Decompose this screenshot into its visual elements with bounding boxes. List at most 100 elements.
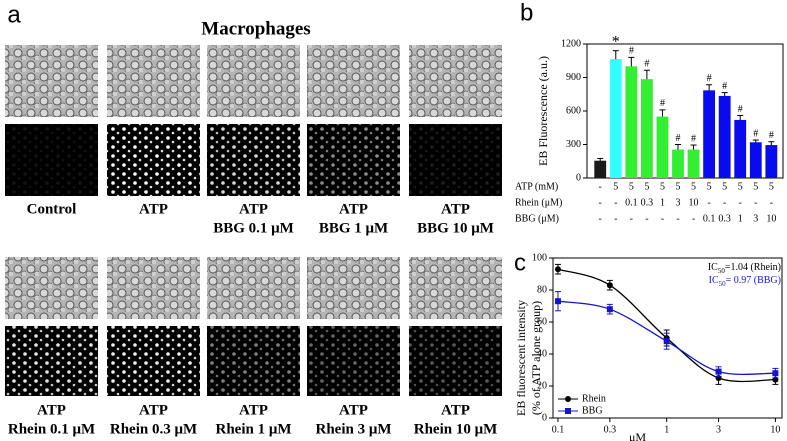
image-caption: BBG 1 μM [319,220,388,236]
bar [749,142,762,178]
fluorescence-image [207,124,300,196]
bar [609,59,622,179]
annotation-sub: 50 [718,267,726,275]
table-cell: - [614,213,617,224]
image-caption: Rhein 0.3 μM [110,421,197,437]
image-caption: ATP [139,201,168,217]
image-caption: Rhein 10 μM [414,421,498,437]
y-axis-label: (% of ATP alone group) [529,301,543,415]
table-cell: - [645,213,648,224]
marker [606,282,613,289]
table-cell: - [614,197,617,208]
x-tick-label: 0.1 [552,424,565,435]
table-cell: 5 [769,181,774,192]
bar [734,119,747,178]
bar [594,160,607,178]
table-cell: 5 [613,181,618,192]
table-cell: 5 [676,181,681,192]
fluorescence-image [5,326,98,396]
y-tick-label: 0 [542,412,547,423]
annotation-sub: 50 [719,280,727,288]
table-cell: 5 [660,181,665,192]
table-cell: 5 [753,181,758,192]
image-caption: ATP [441,402,470,418]
brightfield-image [207,257,300,319]
fluorescence-image [5,124,98,196]
axis-frame [552,257,783,419]
bar [625,66,638,178]
brightfield-image [207,45,300,117]
y-tick-label: 60 [537,316,547,327]
marker [554,266,561,273]
legend-label: Rhein [582,393,606,404]
significance-mark: # [753,128,758,139]
y-tick-label: 300 [566,139,581,150]
table-cell: - [770,197,773,208]
image-caption: BBG 10 μM [417,220,494,236]
brightfield-image [307,257,400,319]
table-row-name: ATP (mM) [515,181,558,192]
table-row-name: BBG (μM) [515,213,559,224]
marker [554,298,561,305]
significance-mark: # [644,59,649,70]
brightfield-image [409,45,502,117]
annotation-text: IC [709,275,719,286]
image-caption: Rhein 3 μM [315,421,391,437]
significance-mark: # [676,133,681,144]
x-tick-label: 10 [770,424,780,435]
annotation-text: IC [708,262,718,273]
fluorescence-image [409,326,502,396]
image-caption: Rhein 0.1 μM [8,421,95,437]
significance-mark: * [612,33,620,50]
table-cell: 3 [753,213,758,224]
y-axis-label: EB fluorescent intensity [514,300,528,416]
legend-marker [565,408,571,414]
brightfield-image [5,45,98,117]
bar [640,79,653,178]
table-cell: 0.3 [718,213,731,224]
table-cell: 5 [691,181,696,192]
marker [606,306,613,313]
y-axis-label: EB Fluorescence (a.u.) [536,56,550,166]
y-tick-label: 20 [537,380,547,391]
table-cell: - [599,213,602,224]
panel-label: a [7,1,21,28]
image-caption: ATP [339,402,368,418]
table-cell: - [630,213,633,224]
bar [672,149,684,178]
bar [765,145,778,178]
image-caption: ATP [37,402,66,418]
table-cell: 10 [689,197,699,208]
brightfield-image [107,45,200,117]
y-tick-label: 600 [566,105,581,116]
bar [703,90,716,178]
brightfield-image [409,257,502,319]
y-tick-label: 40 [537,348,547,359]
table-cell: 5 [629,181,634,192]
table-cell: 5 [738,181,743,192]
table-cell: 5 [707,181,712,192]
panel-label: c [514,249,526,276]
significance-mark: # [629,46,634,57]
bar [718,95,731,178]
fluorescence-image [409,124,502,196]
panel-title: Macrophages [201,18,310,39]
significance-mark: # [722,81,727,92]
table-cell: - [661,213,664,224]
table-cell: - [676,213,679,224]
brightfield-image [307,45,400,117]
image-caption: ATP [339,201,368,217]
legend-label: BBG [582,405,603,416]
panel-label: b [520,0,533,26]
table-cell: - [599,197,602,208]
table-cell: 0.3 [641,197,654,208]
y-tick-label: 80 [537,284,547,295]
image-caption: ATP [239,201,268,217]
table-cell: - [707,197,710,208]
marker [772,370,779,377]
fluorescence-image [107,124,200,196]
brightfield-image [107,257,200,319]
table-cell: 0.1 [625,197,638,208]
